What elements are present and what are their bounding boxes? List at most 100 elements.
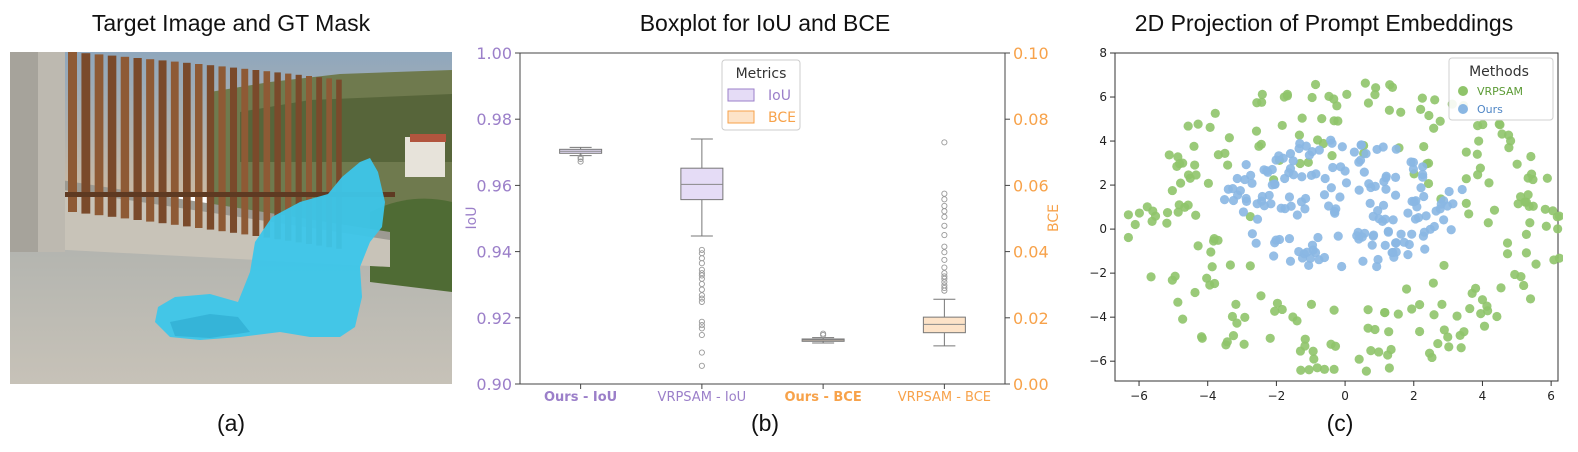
vrpsam-point (1433, 338, 1443, 349)
vrpsam-point (1245, 261, 1255, 271)
ours-point (1360, 228, 1370, 238)
vrpsam-point (1419, 141, 1429, 152)
fence-plank (183, 62, 191, 227)
fence-plank (120, 56, 130, 219)
y-tick-label: 0 (1099, 222, 1107, 236)
fence-plank (206, 65, 215, 230)
vrpsam-point (1307, 92, 1317, 103)
vrpsam-point (1429, 310, 1439, 320)
vrpsam-point (1303, 157, 1313, 168)
ours-point (1288, 156, 1298, 166)
vrpsam-point (1257, 89, 1267, 99)
bce-tick-label: 0.10 (1013, 44, 1049, 63)
fence-plank (170, 61, 179, 225)
ours-point (1383, 227, 1393, 237)
x-tick-label: −4 (1199, 389, 1217, 403)
fence-plank (146, 59, 155, 222)
vrpsam-point (1252, 98, 1262, 108)
ours-point (1368, 211, 1378, 221)
ours-point (1219, 195, 1230, 205)
vrpsam-point (1134, 208, 1144, 218)
vrpsam-point (1467, 288, 1477, 298)
legend-swatch-iou (727, 88, 755, 102)
vrpsam-point (1541, 221, 1551, 231)
ours-point (1420, 244, 1430, 254)
vrpsam-point (1396, 107, 1406, 117)
vrpsam-point (1164, 150, 1174, 160)
outlier-point (941, 196, 948, 203)
ours-point (1406, 157, 1416, 167)
panel-c-letter: (c) (1326, 410, 1354, 436)
outlier-point (820, 330, 827, 337)
vrpsam-point (1525, 294, 1536, 304)
vrpsam-point (1439, 260, 1449, 271)
vrpsam-point (1173, 297, 1183, 307)
vrpsam-point (1205, 280, 1215, 290)
y-tick-label: 2 (1099, 178, 1107, 192)
bce-tick-label: 0.08 (1013, 110, 1049, 129)
fence-plank (274, 72, 281, 240)
ours-point (1333, 231, 1343, 241)
vrpsam-point (1245, 211, 1255, 222)
vrpsam-point (1326, 339, 1336, 349)
ours-point (1295, 138, 1305, 149)
ours-point (1271, 235, 1281, 245)
legend-marker-ours (1458, 104, 1468, 114)
fence-plank (306, 76, 312, 244)
vrpsam-point (1297, 113, 1307, 123)
outlier-point (941, 282, 948, 289)
vrpsam-point (1424, 110, 1434, 121)
ours-point (1380, 214, 1390, 224)
cat-mask (155, 158, 385, 340)
ours-point (1276, 203, 1286, 213)
ours-point (1313, 232, 1323, 243)
ours-point (1328, 162, 1338, 173)
outlier-point (698, 250, 705, 257)
ours-point (1409, 196, 1419, 207)
vrpsam-point (1383, 350, 1393, 360)
ours-point (1284, 233, 1295, 244)
outlier-point (941, 273, 948, 280)
ours-point (1228, 184, 1238, 194)
vrpsam-point (1363, 323, 1373, 333)
vrpsam-point (1189, 141, 1199, 151)
fence-plank (81, 53, 91, 214)
panel-c-title: 2D Projection of Prompt Embeddings (1134, 10, 1514, 36)
house (405, 137, 445, 177)
vrpsam-point (1183, 121, 1193, 131)
ours-point (1241, 196, 1252, 206)
vrpsam-point (1503, 130, 1514, 140)
ours-point (1379, 176, 1389, 187)
vrpsam-point (1504, 143, 1514, 153)
fence-plank (195, 64, 203, 228)
ours-point (1247, 178, 1257, 188)
vrpsam-point (1170, 271, 1180, 281)
ours-point (1300, 204, 1310, 214)
vrpsam-point (1308, 346, 1318, 356)
iou-tick-label: 0.94 (476, 243, 512, 262)
box-0 (559, 146, 603, 165)
ours-point (1396, 229, 1406, 239)
vrpsam-point (1223, 160, 1233, 170)
fence-plank (326, 78, 332, 248)
vrpsam-point (1329, 364, 1339, 374)
ours-point (1267, 180, 1277, 190)
vrpsam-point (1554, 253, 1563, 263)
vrpsam-point (1416, 104, 1426, 114)
vrpsam-point (1496, 283, 1506, 293)
iou-tick-label: 1.00 (476, 44, 512, 63)
bce-tick-label: 0.06 (1013, 176, 1049, 195)
vrpsam-point (1312, 363, 1322, 373)
vrpsam-point (1417, 93, 1427, 103)
outlier-point (698, 325, 705, 332)
ours-point (1358, 256, 1368, 266)
ours-point (1263, 167, 1273, 177)
vrpsam-point (1231, 299, 1241, 309)
vrpsam-point (1474, 136, 1484, 146)
vrpsam-point (1415, 300, 1425, 310)
vrpsam-point (1407, 304, 1417, 314)
bce-tick-label: 0.04 (1013, 243, 1049, 262)
vrpsam-point (1427, 352, 1437, 363)
vrpsam-point (1304, 365, 1314, 375)
ours-point (1337, 142, 1347, 152)
